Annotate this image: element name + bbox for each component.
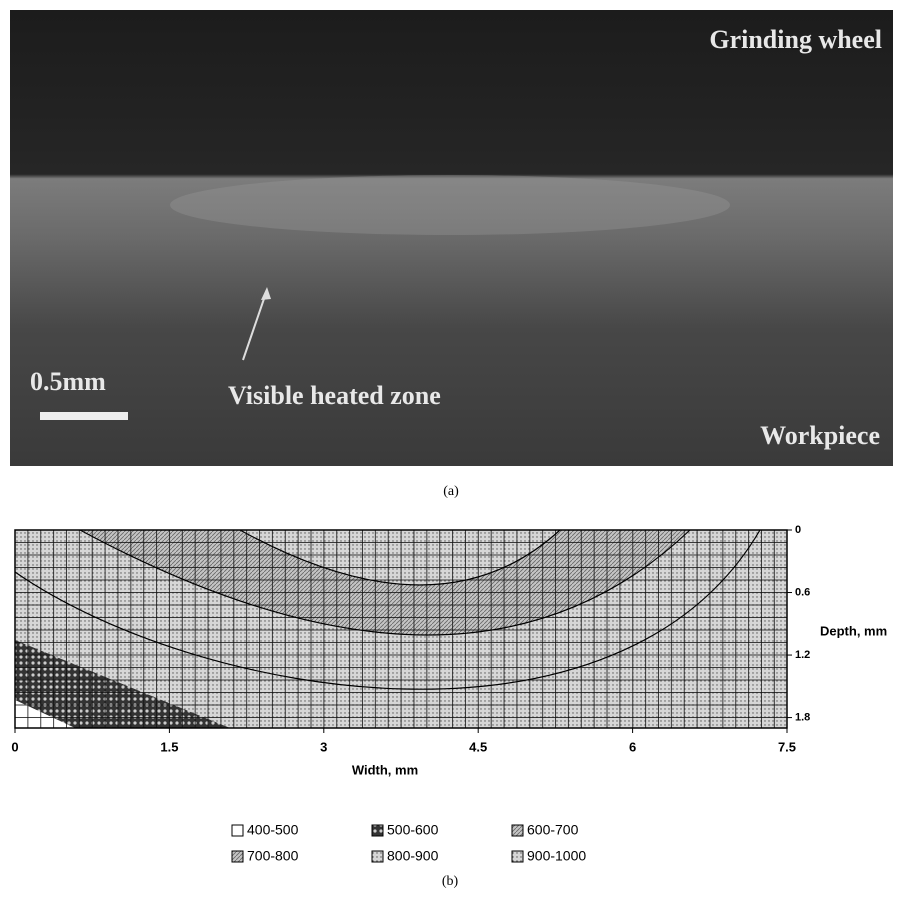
- grid: [15, 530, 787, 728]
- x-tick-label: 6: [629, 739, 636, 754]
- label-scale: 0.5mm: [30, 367, 106, 396]
- legend-label: 600-700: [527, 822, 579, 838]
- legend-label: 900-1000: [527, 848, 586, 864]
- x-tick-label: 0: [11, 739, 18, 754]
- glow: [170, 175, 730, 235]
- legend-swatch: [512, 825, 523, 836]
- x-axis-label: Width, mm: [352, 762, 418, 777]
- y-tick-label: 0: [795, 524, 801, 536]
- y-tick-label: 1.8: [795, 711, 810, 723]
- photo: Grinding wheel 0.5mm Visible heated zone…: [10, 10, 893, 466]
- x-tick-label: 1.5: [160, 739, 178, 754]
- legend-label: 700-800: [247, 848, 299, 864]
- label-workpiece: Workpiece: [760, 421, 880, 450]
- x-tick-label: 7.5: [778, 739, 796, 754]
- x-tick-label: 3: [320, 739, 327, 754]
- contour-plot: [15, 530, 787, 728]
- legend-label: 400-500: [247, 822, 299, 838]
- legend-label: 800-900: [387, 848, 439, 864]
- legend-swatch: [512, 851, 523, 862]
- y-tick-label: 1.2: [795, 649, 810, 661]
- figure: Grinding wheel 0.5mm Visible heated zone…: [0, 0, 912, 900]
- photo-image: [10, 10, 893, 466]
- caption-a: (a): [443, 484, 459, 499]
- x-tick-label: 4.5: [469, 739, 487, 754]
- label-zone: Visible heated zone: [228, 381, 441, 410]
- y-tick-label: 0.6: [795, 586, 810, 598]
- legend-label: 500-600: [387, 822, 439, 838]
- legend-swatch: [232, 825, 243, 836]
- label-wheel: Grinding wheel: [709, 25, 882, 54]
- y-axis-label: Depth, mm: [820, 623, 887, 638]
- legend-swatch: [232, 851, 243, 862]
- caption-b: (b): [442, 874, 459, 889]
- legend-swatch: [372, 851, 383, 862]
- scale-bar: [40, 412, 128, 420]
- legend-swatch: [372, 825, 383, 836]
